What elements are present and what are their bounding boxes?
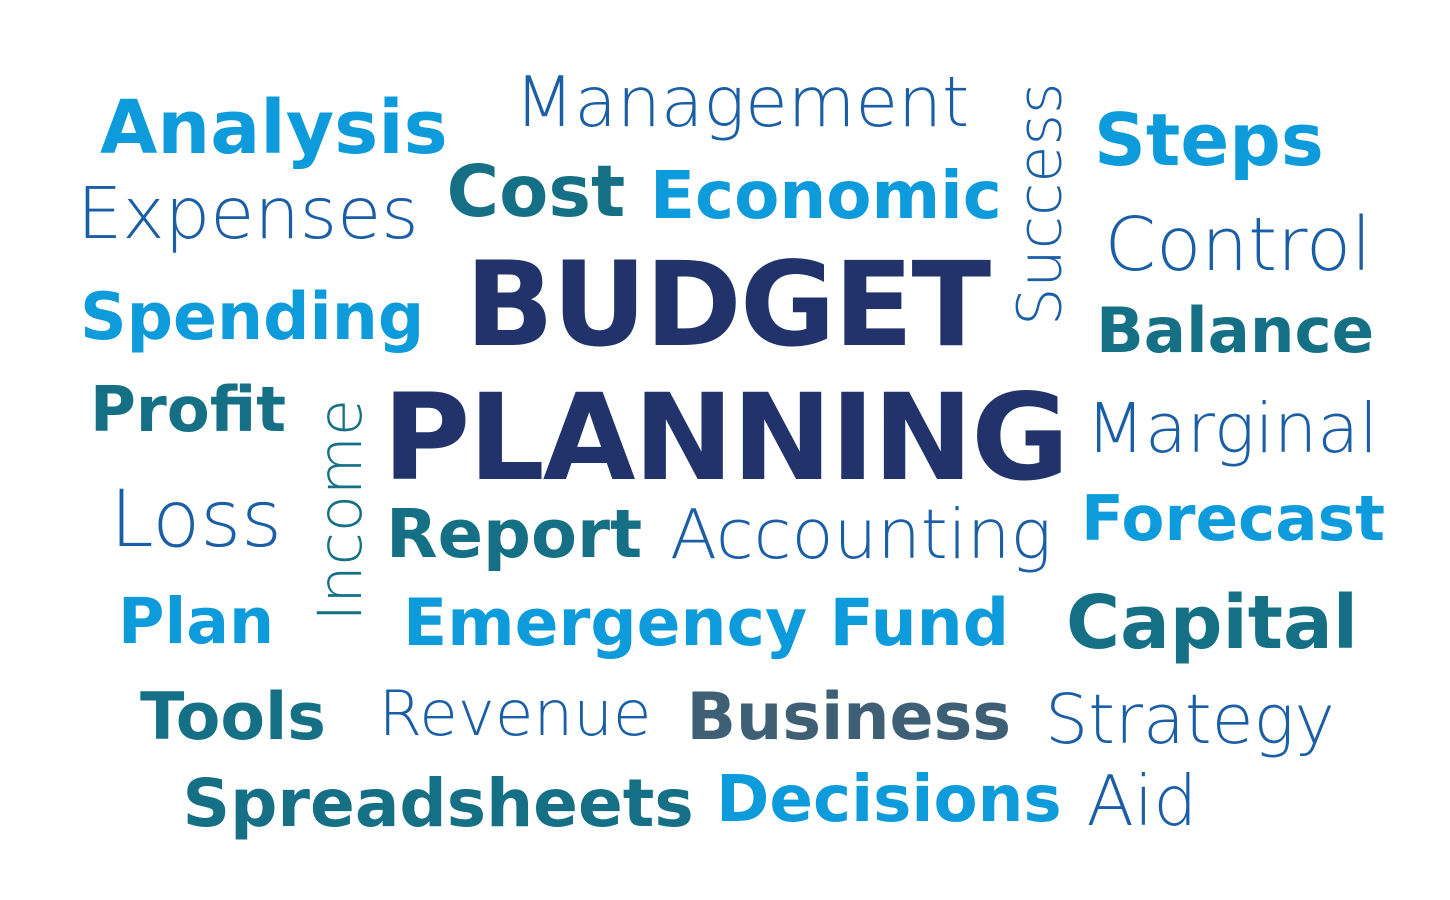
word-plan: Plan bbox=[118, 583, 275, 658]
word-forecast: Forecast bbox=[1081, 481, 1386, 555]
word-aid: Aid bbox=[1086, 761, 1198, 842]
word-emergency-fund: Emergency Fund bbox=[403, 585, 1010, 661]
word-spending: Spending bbox=[80, 279, 425, 355]
headline-budget: BUDGET bbox=[465, 236, 991, 373]
word-economic: Economic bbox=[650, 157, 1002, 234]
word-analysis: Analysis bbox=[100, 85, 448, 171]
word-spreadsheets: Spreadsheets bbox=[182, 765, 694, 842]
word-strategy: Strategy bbox=[1045, 681, 1335, 760]
word-accounting: Accounting bbox=[670, 494, 1052, 575]
word-revenue: Revenue bbox=[378, 676, 652, 750]
word-expenses: Expenses bbox=[77, 171, 419, 255]
word-marginal: Marginal bbox=[1086, 390, 1379, 469]
word-tools: Tools bbox=[140, 679, 326, 755]
word-business: Business bbox=[686, 679, 1012, 755]
headline-planning: PLANNING bbox=[382, 369, 1070, 508]
word-income: Income bbox=[305, 398, 376, 622]
word-management: Management bbox=[514, 62, 970, 143]
word-steps: Steps bbox=[1094, 99, 1324, 183]
word-capital: Capital bbox=[1066, 581, 1359, 666]
word-decisions: Decisions bbox=[716, 762, 1062, 837]
word-profit: Profit bbox=[90, 372, 287, 446]
word-cost: Cost bbox=[446, 149, 626, 233]
word-control: Control bbox=[1104, 202, 1372, 288]
word-success: Success bbox=[1005, 81, 1076, 326]
word-report: Report bbox=[386, 494, 643, 573]
word-loss: Loss bbox=[110, 474, 282, 565]
word-balance: Balance bbox=[1096, 293, 1375, 367]
